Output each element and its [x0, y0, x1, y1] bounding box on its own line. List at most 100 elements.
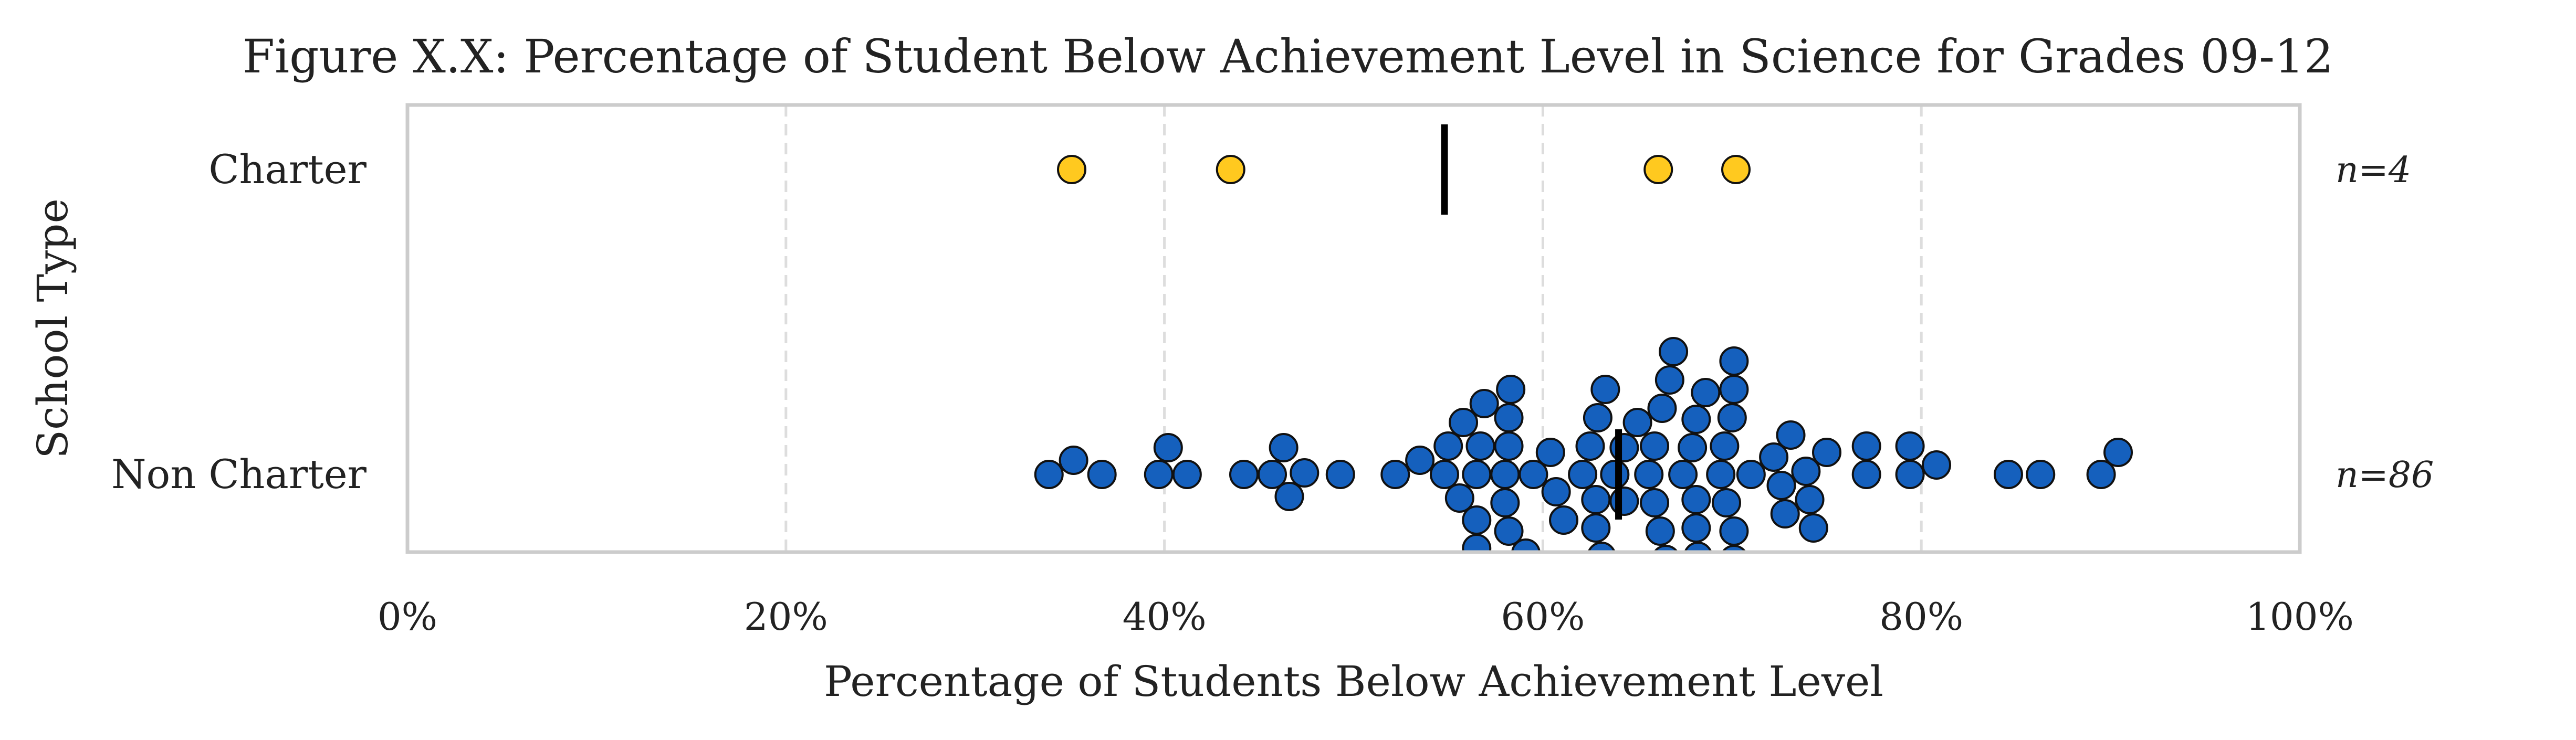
- data-point: [1776, 420, 1806, 450]
- data-point: [1568, 460, 1598, 489]
- data-point: [1795, 485, 1825, 514]
- data-point: [1583, 403, 1612, 432]
- data-point: [1645, 516, 1675, 546]
- plot-frame: [405, 103, 2302, 554]
- data-point: [1494, 431, 1524, 461]
- x-tick-label: 60%: [1501, 595, 1585, 639]
- count-label: n=86: [2336, 454, 2434, 496]
- data-point: [1736, 460, 1766, 489]
- data-point: [1634, 460, 1664, 489]
- data-point: [1405, 446, 1435, 475]
- data-point: [1462, 460, 1492, 489]
- data-point: [1653, 545, 1679, 552]
- x-axis-label: Percentage of Students Below Achievement…: [824, 657, 1883, 706]
- data-point: [1478, 558, 1505, 586]
- data-point: [1812, 438, 1841, 467]
- data-point: [1609, 487, 1639, 516]
- data-point: [2103, 438, 2133, 467]
- data-point: [1462, 505, 1492, 535]
- data-point: [1798, 513, 1828, 543]
- data-point: [1640, 488, 1670, 517]
- data-point: [1609, 433, 1639, 462]
- data-point: [1770, 499, 1800, 528]
- data-point: [1851, 460, 1881, 489]
- data-point: [1719, 375, 1749, 404]
- data-point: [1719, 516, 1749, 546]
- data-point: [1668, 460, 1698, 489]
- data-point: [1681, 405, 1711, 434]
- x-tick-label: 40%: [1123, 595, 1207, 639]
- data-point: [1290, 458, 1320, 488]
- data-point: [1717, 403, 1747, 432]
- data-point: [1710, 431, 1740, 461]
- data-point: [1581, 485, 1611, 514]
- data-point: [1659, 337, 1689, 366]
- data-point: [1541, 477, 1571, 506]
- y-tick-label: Non Charter: [111, 451, 367, 498]
- count-labels: n=4 n=86: [2336, 150, 2434, 496]
- data-point: [1229, 460, 1259, 489]
- data-point: [2026, 460, 2056, 489]
- data-point: [1791, 457, 1821, 486]
- data-point: [1721, 545, 1747, 552]
- data-point: [1490, 460, 1520, 489]
- data-point: [1274, 482, 1304, 511]
- data-point: [1490, 488, 1520, 517]
- data-point: [1144, 460, 1174, 489]
- data-point: [1153, 433, 1183, 462]
- y-axis-label: School Type: [28, 198, 77, 459]
- data-point: [1087, 460, 1117, 489]
- data-point: [1696, 569, 1723, 597]
- data-point: [2086, 460, 2116, 489]
- x-tick-label: 0%: [378, 595, 437, 639]
- data-point: [1496, 375, 1526, 404]
- data-point: [1851, 431, 1881, 461]
- data-point: [1494, 403, 1524, 432]
- data-point: [1059, 446, 1088, 475]
- data-point: [1643, 155, 1673, 184]
- data-point: [1706, 460, 1736, 489]
- data-point: [1269, 433, 1299, 462]
- data-point: [1465, 431, 1495, 461]
- data-point: [1549, 505, 1579, 535]
- data-point: [1658, 574, 1685, 601]
- x-tick-label: 20%: [744, 595, 828, 639]
- data-point: [1596, 571, 1623, 598]
- data-point: [1719, 346, 1749, 376]
- data-point: [1684, 542, 1712, 552]
- y-tick-label: Charter: [208, 146, 366, 193]
- data-point: [1759, 442, 1789, 472]
- x-tick-label: 80%: [1879, 595, 1963, 639]
- data-point: [1766, 471, 1796, 500]
- data-marks: [1034, 155, 2133, 601]
- chart-title: Figure X.X: Percentage of Student Below …: [243, 29, 2333, 83]
- median-lines: [1441, 124, 1622, 520]
- data-point: [1711, 488, 1741, 517]
- data-point: [1678, 433, 1708, 462]
- data-point: [1575, 431, 1605, 461]
- data-point: [1681, 513, 1711, 543]
- data-point: [1895, 460, 1925, 489]
- data-point: [1494, 516, 1524, 546]
- data-point: [1622, 408, 1652, 437]
- data-point: [1511, 538, 1541, 552]
- data-point: [1922, 450, 1952, 480]
- data-point: [1034, 460, 1064, 489]
- data-point: [1469, 389, 1499, 418]
- data-point: [1535, 438, 1565, 467]
- data-point: [1172, 460, 1202, 489]
- data-point: [1519, 460, 1548, 489]
- data-point: [1647, 394, 1677, 423]
- data-point: [1057, 155, 1087, 184]
- y-tick-labels: Charter Non Charter: [111, 146, 367, 498]
- data-point: [1590, 375, 1620, 404]
- data-point: [1429, 460, 1459, 489]
- data-point: [1449, 408, 1479, 437]
- data-point: [1433, 431, 1463, 461]
- data-point: [1587, 542, 1616, 552]
- x-tick-labels: 0% 20% 40% 60% 80% 100%: [378, 595, 2354, 639]
- data-point: [1380, 460, 1410, 489]
- data-point: [1258, 460, 1287, 489]
- data-point: [1325, 460, 1355, 489]
